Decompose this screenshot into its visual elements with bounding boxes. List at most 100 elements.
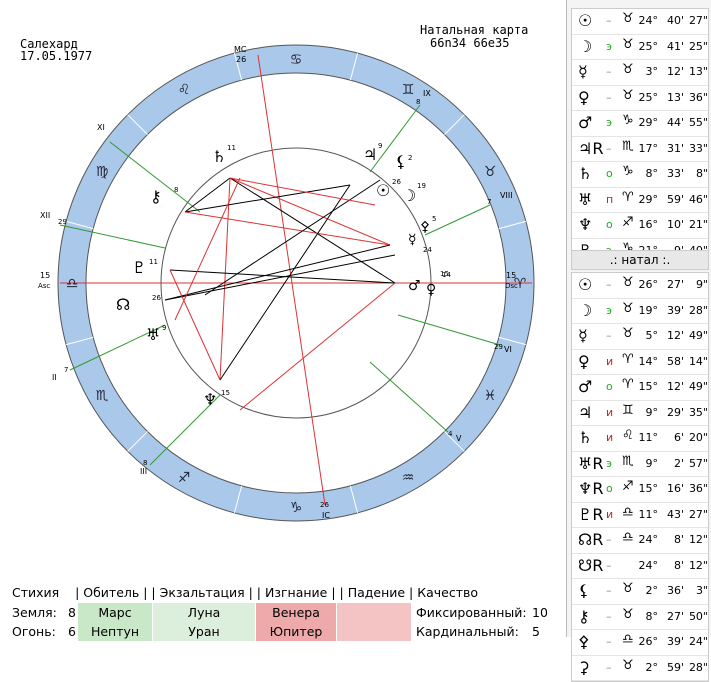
wheel-label: III <box>140 467 147 476</box>
sec: 13" <box>688 65 708 78</box>
aspect <box>174 177 241 321</box>
mark: п <box>606 192 614 206</box>
wheel-label: 4 <box>448 430 453 438</box>
aspect <box>169 269 221 381</box>
position-row: ♆ о ♐ 16° 10' 21" <box>572 213 708 239</box>
mark: – <box>606 14 612 27</box>
deg: 15° <box>638 482 659 495</box>
sign: ♉ <box>622 11 634 26</box>
quality: Кардинальный: <box>416 624 519 639</box>
exaltation: Уран <box>153 622 255 641</box>
mark: и <box>606 507 614 521</box>
mark: о <box>606 380 613 393</box>
deg: 14° <box>638 354 659 368</box>
positions-panel: ☉ – ♉ 24° 40' 27" ☽ э ♉ 25° 41' 25" ☿ – ♉ 3° 12' 13" ♀ – ♉ 25… <box>566 0 711 682</box>
position-row: ♀ и ♈ 14° 58' 14" <box>572 350 708 375</box>
min: 16' <box>666 482 684 495</box>
min: 43' <box>666 507 684 521</box>
min: 6' <box>673 431 684 444</box>
sec: 33" <box>688 141 708 155</box>
wheel-label: 24 <box>423 246 432 254</box>
sign: ♉ <box>622 36 634 52</box>
wheel-label: 2 <box>408 154 412 162</box>
planet: ♂ <box>578 113 593 132</box>
sign-divider <box>127 431 148 452</box>
mark: о <box>606 482 613 495</box>
mark: – <box>606 558 612 572</box>
exaltation: Луна <box>153 603 255 622</box>
zodiac-sign: ♋ <box>290 52 303 68</box>
deg: 29° <box>638 116 659 129</box>
wheel-label: VIII <box>500 191 513 200</box>
min: 8' <box>673 558 684 572</box>
deg: 8° <box>645 609 659 623</box>
element: Земля: <box>12 605 57 620</box>
aspect <box>184 184 351 213</box>
sign: ♑ <box>622 240 634 256</box>
domicile: Нептун <box>78 622 152 641</box>
count: 6 <box>68 624 76 639</box>
zodiac-sign: ♉ <box>484 164 497 180</box>
wheel-label: ♂ <box>408 278 421 294</box>
wheel-label: 26 <box>236 55 246 64</box>
sign-divider <box>498 336 527 346</box>
sign: ♈ <box>622 377 634 392</box>
zodiac-sign: ♈ <box>514 276 527 292</box>
mark: – <box>606 278 612 291</box>
sec: 50" <box>688 609 708 623</box>
wheel-label: 8 <box>143 459 147 467</box>
chart-wheel: Салехард 17.05.1977 Натальная карта 66n3… <box>20 23 535 522</box>
cusp <box>59 224 166 249</box>
position-row: ☉ – ♉ 26° 27' 9" <box>572 273 708 299</box>
mark: и <box>606 431 614 444</box>
wheel-label: II <box>52 373 57 382</box>
planet: ☿ <box>578 62 588 81</box>
stats-table: Стихия | Обитель | | Экзальтация | | Изг… <box>0 584 560 641</box>
planet: ⚷ <box>578 606 590 626</box>
wheel-label: 15 <box>440 270 449 278</box>
planet: ♂ <box>578 377 593 396</box>
zodiac-sign: ♍ <box>96 164 109 180</box>
wheel-label: 9 <box>162 324 166 332</box>
wheel-label: IX <box>423 89 431 98</box>
wheel-label: ♀ <box>426 282 436 298</box>
exile: Юпитер <box>256 622 336 641</box>
sign: ♎ <box>622 632 634 647</box>
natal-header: .: натал :. <box>571 250 709 270</box>
mark: э <box>606 303 613 317</box>
position-row: ⚳ – ♉ 2° 59' 28" <box>572 656 708 681</box>
wheel-label: 29 <box>494 343 503 351</box>
position-row: ♀ – ♉ 25° 13' 36" <box>572 86 708 111</box>
deg: 5° <box>645 329 659 342</box>
sign: ♎ <box>622 504 634 520</box>
sign: ♊ <box>622 402 634 418</box>
position-row: ☊R – ♎ 24° 8' 12" <box>572 528 708 554</box>
wheel-label: 7 <box>487 198 491 206</box>
planet: ⚳ <box>578 657 590 677</box>
min: 31' <box>666 141 684 155</box>
sign-divider <box>444 431 465 452</box>
min: 12' <box>666 65 684 78</box>
sign: ♏ <box>622 453 634 469</box>
planet: ☽ <box>578 300 593 320</box>
quality: Фиксированный: <box>416 605 527 620</box>
wheel-label: ♃ <box>363 145 377 164</box>
wheel-label: Asc <box>38 282 50 290</box>
sec: 12" <box>688 533 708 546</box>
sec: 28" <box>688 303 708 317</box>
sec: 20" <box>688 431 708 444</box>
position-row: ♅ п ♈ 29° 59' 46" <box>572 188 708 213</box>
mark: – <box>606 141 612 155</box>
mark: – <box>606 90 612 104</box>
min: 59' <box>666 660 684 674</box>
wheel-label: 26 <box>392 178 401 186</box>
count: 8 <box>68 605 76 620</box>
sec: 49" <box>688 380 708 393</box>
mark: э <box>606 116 613 129</box>
wheel-label: 5 <box>432 215 436 223</box>
planet: ♄ <box>578 164 593 183</box>
sign-divider <box>65 336 94 346</box>
wheel-label: 15 <box>506 271 516 280</box>
position-row: ☉ – ♉ 24° 40' 27" <box>572 9 708 35</box>
sign: ♈ <box>622 189 634 205</box>
